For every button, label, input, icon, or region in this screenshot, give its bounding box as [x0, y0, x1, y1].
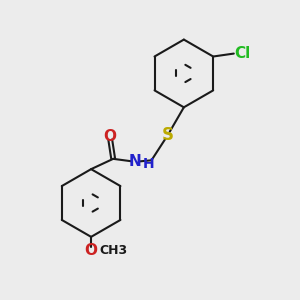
Text: Cl: Cl [234, 46, 250, 61]
Text: CH3: CH3 [99, 244, 128, 256]
Text: H: H [142, 157, 154, 171]
Text: N: N [129, 154, 142, 169]
Text: O: O [85, 243, 98, 258]
Text: O: O [104, 129, 117, 144]
Text: S: S [162, 126, 174, 144]
